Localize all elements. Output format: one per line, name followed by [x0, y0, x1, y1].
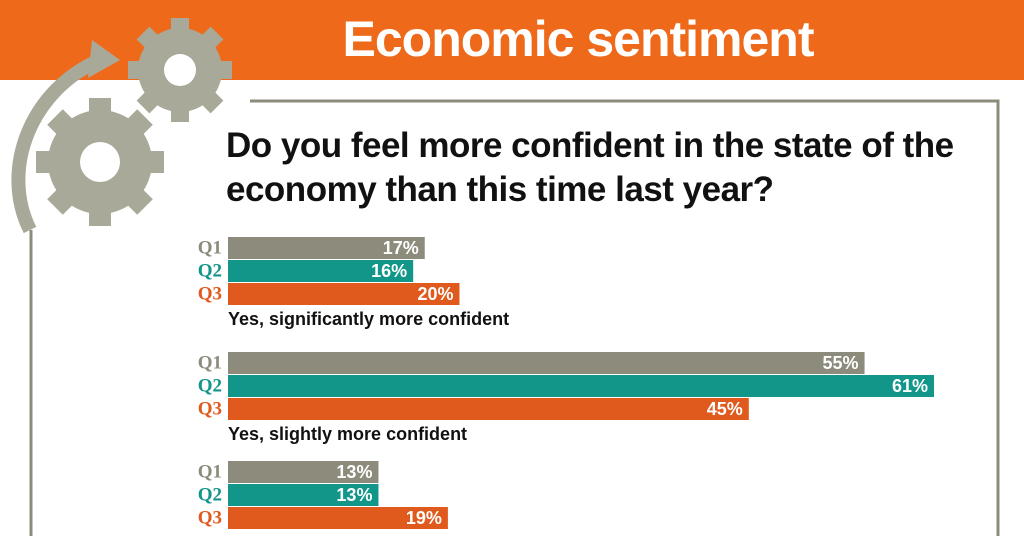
value-label: 16%	[371, 261, 407, 281]
bar	[228, 375, 934, 397]
series-label: Q3	[198, 398, 222, 419]
value-label: 55%	[823, 353, 859, 373]
bar	[228, 352, 865, 374]
value-label: 13%	[336, 485, 372, 505]
series-label: Q1	[198, 461, 222, 482]
chart-subtitle: Do you feel more confident in the state …	[226, 126, 954, 209]
value-label: 19%	[406, 508, 442, 528]
frame	[250, 99, 1000, 536]
series-label: Q2	[198, 375, 222, 396]
bar	[228, 484, 379, 506]
value-label: 17%	[383, 238, 419, 258]
series-label: Q2	[198, 260, 222, 281]
gear-icon	[11, 18, 232, 234]
bar	[228, 283, 460, 305]
series-label: Q3	[198, 507, 222, 528]
value-label: 20%	[417, 284, 453, 304]
value-label: 45%	[707, 399, 743, 419]
bar	[228, 507, 448, 529]
bar	[228, 260, 414, 282]
series-label: Q1	[198, 237, 222, 258]
bar	[228, 461, 379, 483]
category-label: Yes, slightly more confident	[228, 424, 467, 444]
series-label: Q1	[198, 352, 222, 373]
series-label: Q3	[198, 283, 222, 304]
value-label: 13%	[336, 462, 372, 482]
bar	[228, 237, 425, 259]
series-label: Q2	[198, 484, 222, 505]
bar	[228, 398, 749, 420]
chart-title: Economic sentiment	[342, 11, 815, 67]
category-label: Yes, significantly more confident	[228, 309, 509, 329]
value-label: 61%	[892, 376, 928, 396]
